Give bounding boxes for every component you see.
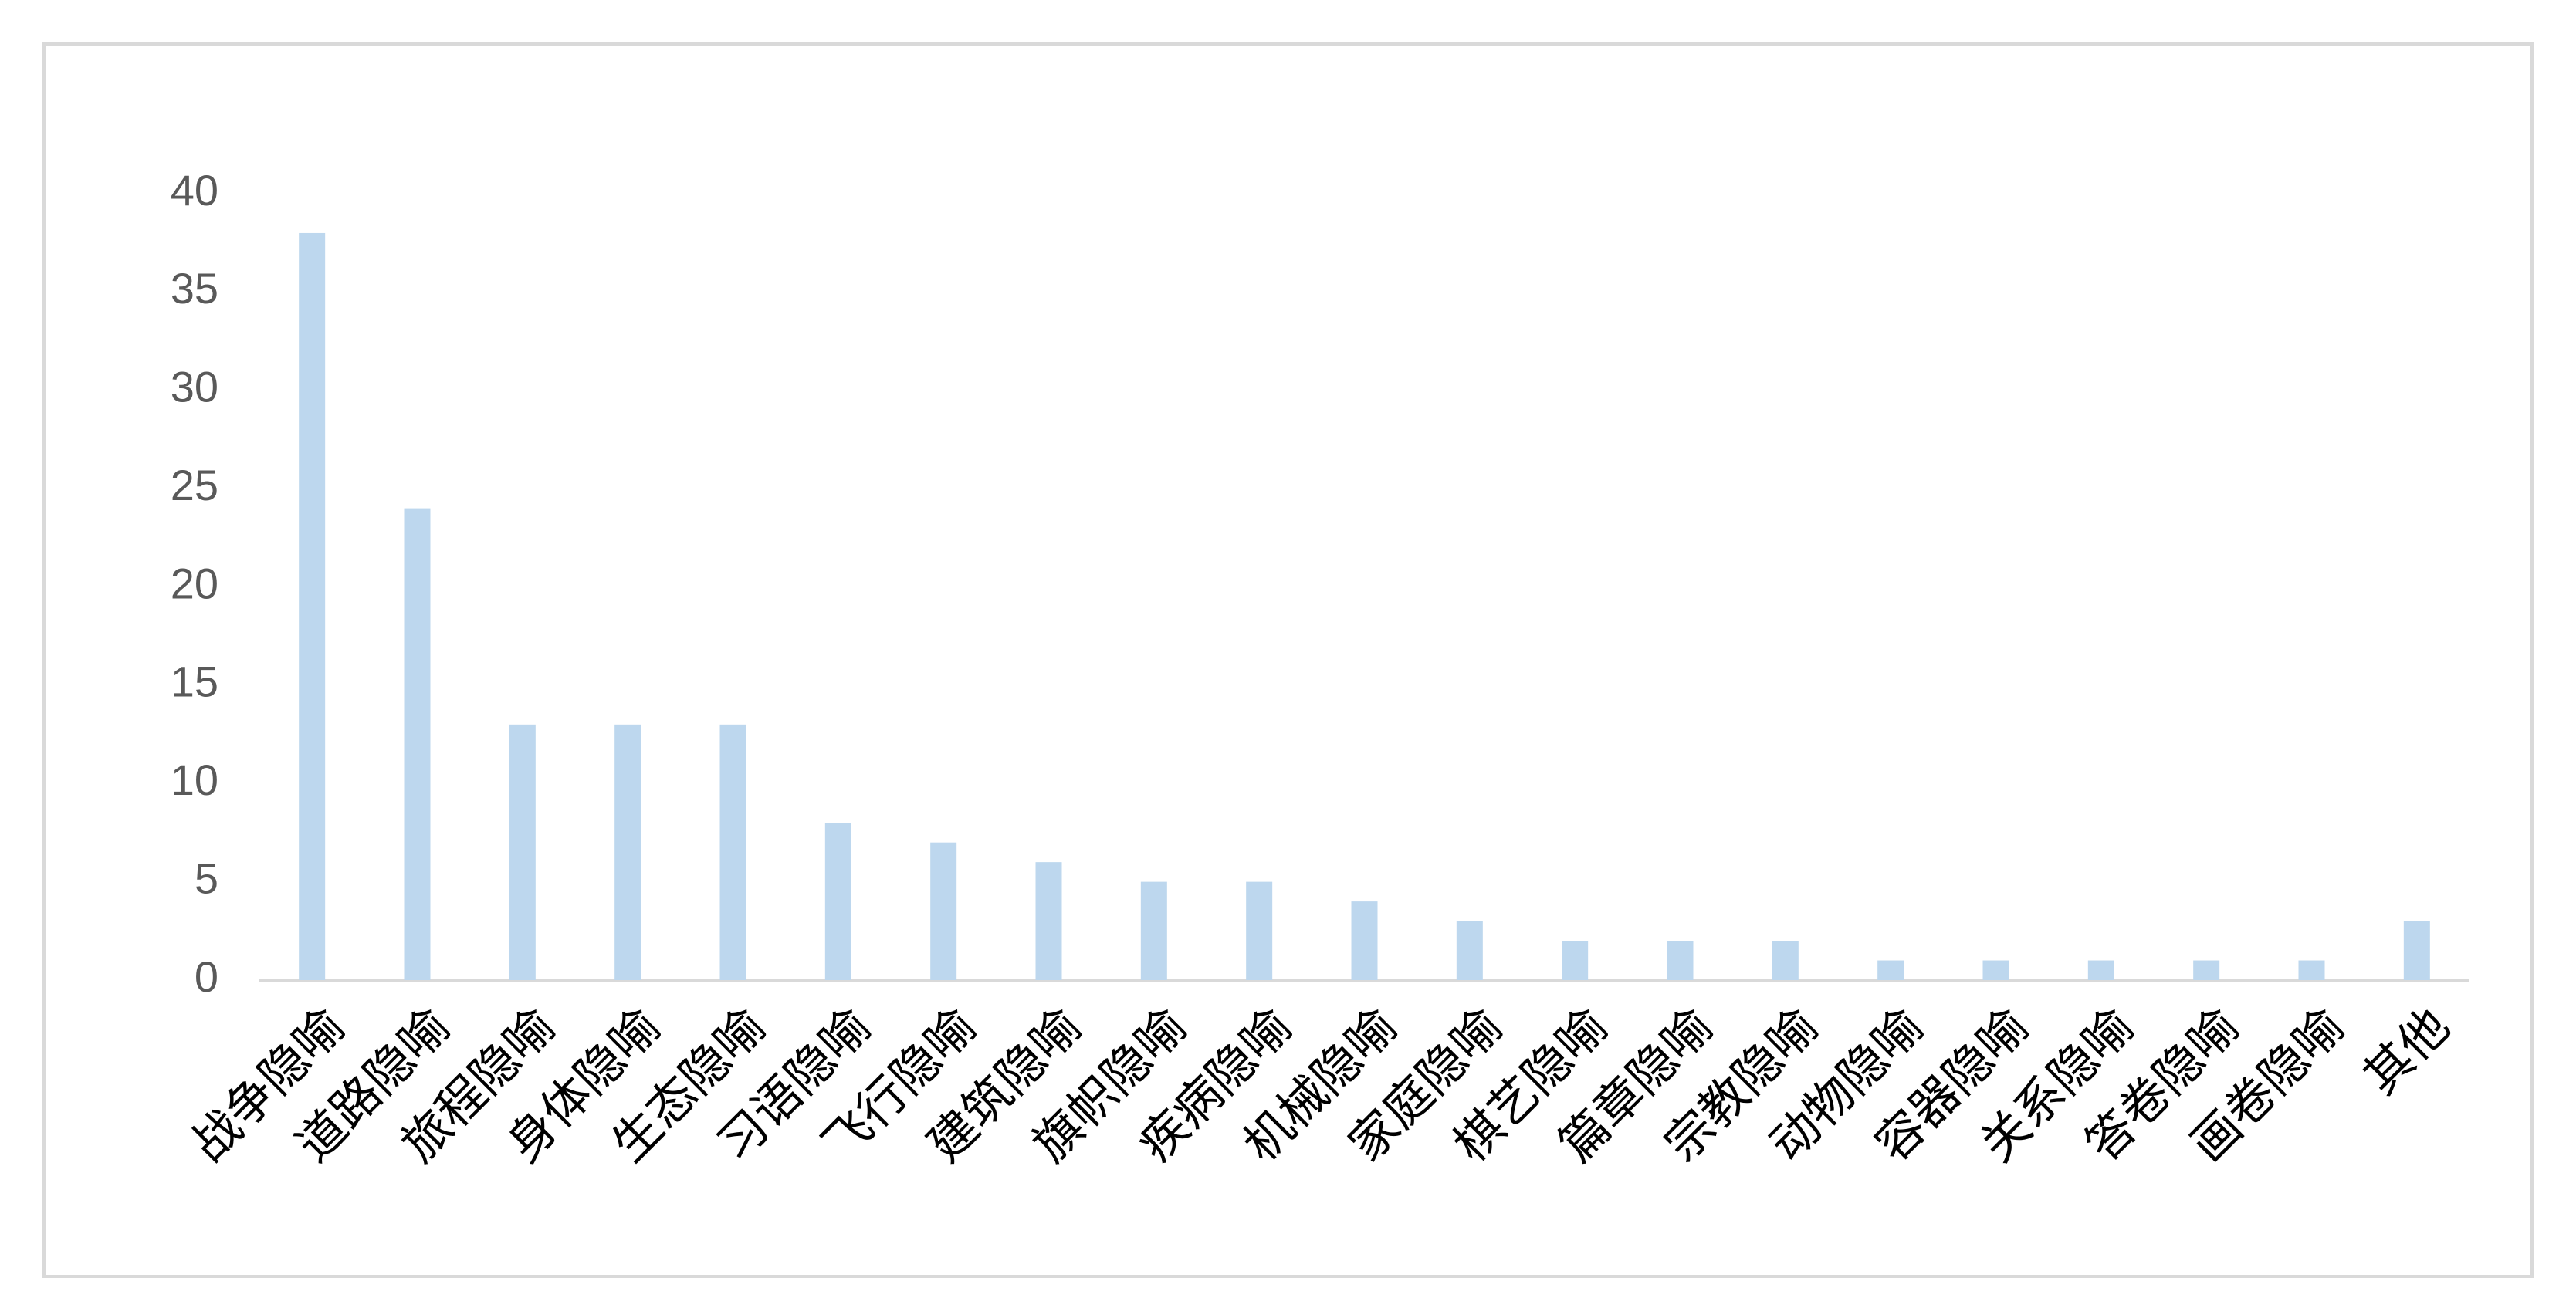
bar: [1456, 921, 1483, 980]
bar: [1772, 941, 1799, 980]
bar: [1246, 881, 1273, 980]
bar: [1351, 901, 1378, 980]
y-tick-label: 40: [171, 166, 218, 215]
y-tick-label: 30: [171, 363, 218, 411]
y-tick-label: 0: [195, 952, 218, 1001]
y-tick-label: 5: [195, 854, 218, 902]
bar: [1140, 881, 1167, 980]
bar: [1667, 941, 1694, 980]
bar: [2403, 921, 2430, 980]
y-tick-label: 25: [171, 461, 218, 509]
bar: [509, 724, 536, 980]
bar: [1877, 960, 1904, 980]
bar: [404, 508, 431, 980]
bar: [719, 724, 746, 980]
bar: [824, 823, 851, 980]
bar: [1982, 960, 2009, 980]
y-tick-label: 10: [171, 756, 218, 804]
bar: [2193, 960, 2220, 980]
bar: [2298, 960, 2325, 980]
bar: [1562, 941, 1589, 980]
chart-border: [42, 42, 2534, 1278]
bar: [299, 232, 326, 980]
bar: [1035, 862, 1062, 980]
bar: [614, 724, 641, 980]
bar: [930, 842, 957, 980]
y-tick-label: 20: [171, 559, 218, 607]
y-tick-label: 15: [171, 658, 218, 706]
y-tick-label: 35: [171, 264, 218, 313]
bar: [2087, 960, 2114, 980]
